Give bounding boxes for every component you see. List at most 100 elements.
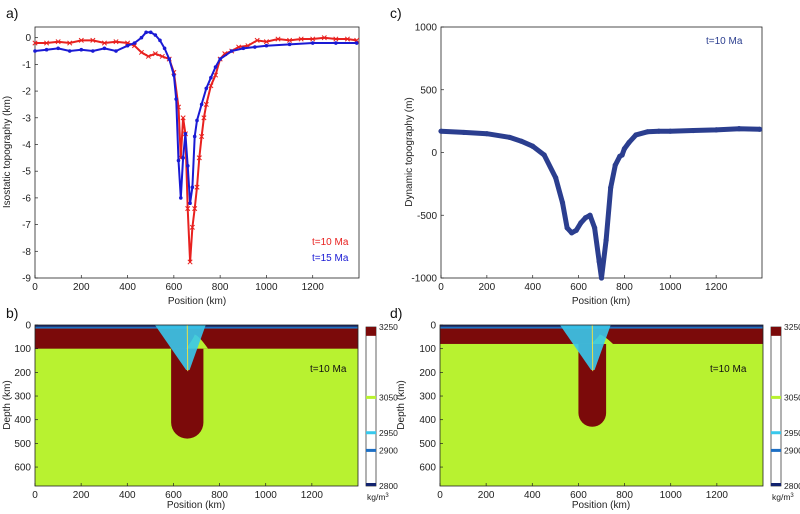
data-point-t15 xyxy=(354,41,359,45)
x-tick-label: 200 xyxy=(73,490,90,501)
data-point-t15 xyxy=(213,65,218,69)
x-tick-label: 1000 xyxy=(659,282,682,293)
crust-wedge xyxy=(154,325,206,370)
colorbar-band-crust-mid xyxy=(771,448,781,452)
data-point-t15 xyxy=(199,102,204,107)
marker-stroke xyxy=(333,36,339,42)
x-tick-label: 800 xyxy=(211,490,228,501)
data-point-t10 xyxy=(212,72,219,78)
marker-stroke xyxy=(32,40,38,46)
panel-c-annotation: t=10 Ma xyxy=(706,36,743,47)
panel-d-annotation: t=10 Ma xyxy=(710,364,747,375)
data-point-t15 xyxy=(310,41,315,45)
data-point-t15 xyxy=(190,185,195,190)
data-point-t15 xyxy=(183,132,188,136)
y-tick-label: -8 xyxy=(22,247,31,258)
panel-c-chart: 0 200 400 600 800 1000 1200 1000 500 0 -500 -1000 P… xyxy=(404,23,763,307)
colorbar-unit: kg/m3 xyxy=(367,492,389,502)
dynamic-topography-point xyxy=(612,162,618,168)
x-tick-label: 600 xyxy=(570,282,587,293)
marker-stroke xyxy=(263,39,269,45)
data-point-t10 xyxy=(138,49,145,55)
dynamic-topography-point xyxy=(621,146,628,152)
panel-d-ticks: 0 200 400 600 800 1000 1200 0 100 200 300 400 500 600 xyxy=(419,321,728,502)
dynamic-topography-point xyxy=(667,128,673,134)
dynamic-topography-point xyxy=(438,128,444,134)
data-point-t10 xyxy=(159,53,165,59)
colorbar-tick-label: 3250 xyxy=(784,322,800,332)
data-point-t15 xyxy=(176,158,181,163)
dynamic-topography-point xyxy=(461,129,467,136)
data-point-t10 xyxy=(310,36,316,42)
dynamic-topography-point xyxy=(578,220,584,226)
y-tick-label: -4 xyxy=(22,140,31,151)
y-tick-label: -9 xyxy=(22,274,31,285)
data-point-t10 xyxy=(113,39,119,45)
colorbar-unit-superscript: 3 xyxy=(385,493,389,499)
x-tick-label: 200 xyxy=(479,282,496,293)
marker-stroke xyxy=(152,51,158,57)
colorbar-frame xyxy=(770,326,782,487)
panel-d-letter: d) xyxy=(390,305,402,321)
data-point-t10 xyxy=(298,36,304,42)
data-point-t15 xyxy=(229,49,234,53)
panel-d-density-field xyxy=(440,324,763,486)
marker-stroke xyxy=(298,36,304,42)
marker-stroke xyxy=(125,40,131,46)
panel-a-ticks: 0 200 400 600 800 1000 1200 0 -1 -2 -3 -4 -5 -6 -7 -8 -9 xyxy=(22,33,324,293)
panel-a-ylabel: Isostatic topography (km) xyxy=(2,96,13,208)
data-point-t10 xyxy=(201,115,207,121)
marker-stroke xyxy=(254,37,260,43)
marker-stroke xyxy=(287,37,293,43)
x-tick-label: 0 xyxy=(437,490,443,501)
panel-d-ylabel: Depth (km) xyxy=(396,380,407,429)
colorbar-tick-label: 2800 xyxy=(379,481,398,491)
panel-a-letter: a) xyxy=(6,5,18,21)
dynamic-topography-point xyxy=(573,227,579,233)
dynamic-topography-point xyxy=(713,127,719,133)
marker-stroke xyxy=(236,44,242,50)
y-tick-label: 500 xyxy=(420,85,437,96)
x-tick-label: 1200 xyxy=(706,490,729,501)
x-tick-label: 1200 xyxy=(301,490,324,501)
data-point-t15 xyxy=(132,41,137,45)
y-tick-label: 300 xyxy=(14,392,31,403)
data-point-t15 xyxy=(148,30,153,35)
colorbar-band-crust-dark xyxy=(366,483,376,486)
panel-d-chart: 0 200 400 600 800 1000 1200 0 100 200 300 400 500 600… xyxy=(396,321,800,512)
colorbar-band-crust-mid xyxy=(366,448,376,452)
dynamic-topography-point xyxy=(619,152,625,158)
data-point-t15 xyxy=(139,35,144,40)
marker-stroke xyxy=(208,83,214,89)
data-point-t15 xyxy=(287,42,292,47)
colorbar-unit: kg/m3 xyxy=(772,492,794,502)
colorbar-tick-label: 2800 xyxy=(784,481,800,491)
dynamic-topography-point xyxy=(507,134,513,141)
panel-c-letter: c) xyxy=(390,5,402,21)
data-point-t15 xyxy=(174,97,178,101)
y-tick-label: 400 xyxy=(419,415,436,426)
data-point-t15 xyxy=(67,49,72,53)
data-point-t15 xyxy=(334,41,338,45)
dynamic-topography-point xyxy=(553,175,559,181)
data-point-t15 xyxy=(209,75,213,80)
data-point-t10 xyxy=(192,206,198,212)
data-point-t10 xyxy=(333,36,339,42)
data-point-t15 xyxy=(125,43,130,48)
data-point-t10 xyxy=(189,224,195,230)
data-point-t10 xyxy=(67,40,73,46)
x-tick-label: 1200 xyxy=(302,282,325,293)
dynamic-topography-point xyxy=(559,200,566,206)
data-point-t10 xyxy=(287,37,293,43)
data-point-t10 xyxy=(254,37,260,43)
colorbar-tick-label: 2900 xyxy=(784,446,800,456)
x-tick-label: 0 xyxy=(32,490,38,501)
panel-a-frame xyxy=(34,26,360,279)
data-point-t15 xyxy=(33,49,37,53)
marker-stroke xyxy=(212,72,219,78)
marker-stroke xyxy=(101,40,107,46)
marker-stroke xyxy=(222,51,228,57)
data-point-t10 xyxy=(196,155,202,161)
colorbar-band-crust-light xyxy=(366,431,376,435)
